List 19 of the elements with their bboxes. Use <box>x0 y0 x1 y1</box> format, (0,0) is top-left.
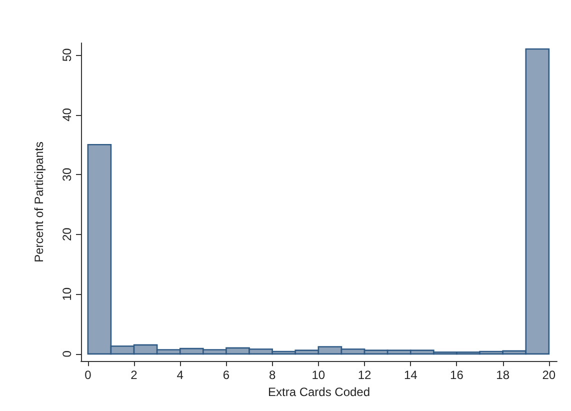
x-tick-label: 0 <box>84 368 92 382</box>
x-axis-title: Extra Cards Coded <box>268 385 370 399</box>
y-tick-label: 30 <box>60 168 74 182</box>
y-tick-label: 50 <box>60 48 74 62</box>
x-tick-label: 8 <box>268 368 276 382</box>
x-tick-label: 18 <box>496 368 510 382</box>
y-tick-label: 0 <box>60 350 74 358</box>
x-tick-label: 12 <box>358 368 372 382</box>
x-tick-label: 16 <box>450 368 464 382</box>
y-axis-title: Percent of Participants <box>32 142 46 262</box>
x-tick-label: 4 <box>176 368 184 382</box>
y-tick-label: 40 <box>60 108 74 122</box>
x-tick-label: 6 <box>222 368 230 382</box>
x-tick-label: 14 <box>404 368 418 382</box>
x-tick-label: 20 <box>542 368 556 382</box>
y-tick-label: 10 <box>60 287 74 301</box>
x-tick-label: 10 <box>312 368 326 382</box>
y-tick-label: 20 <box>60 227 74 242</box>
x-tick-label: 2 <box>130 368 138 382</box>
